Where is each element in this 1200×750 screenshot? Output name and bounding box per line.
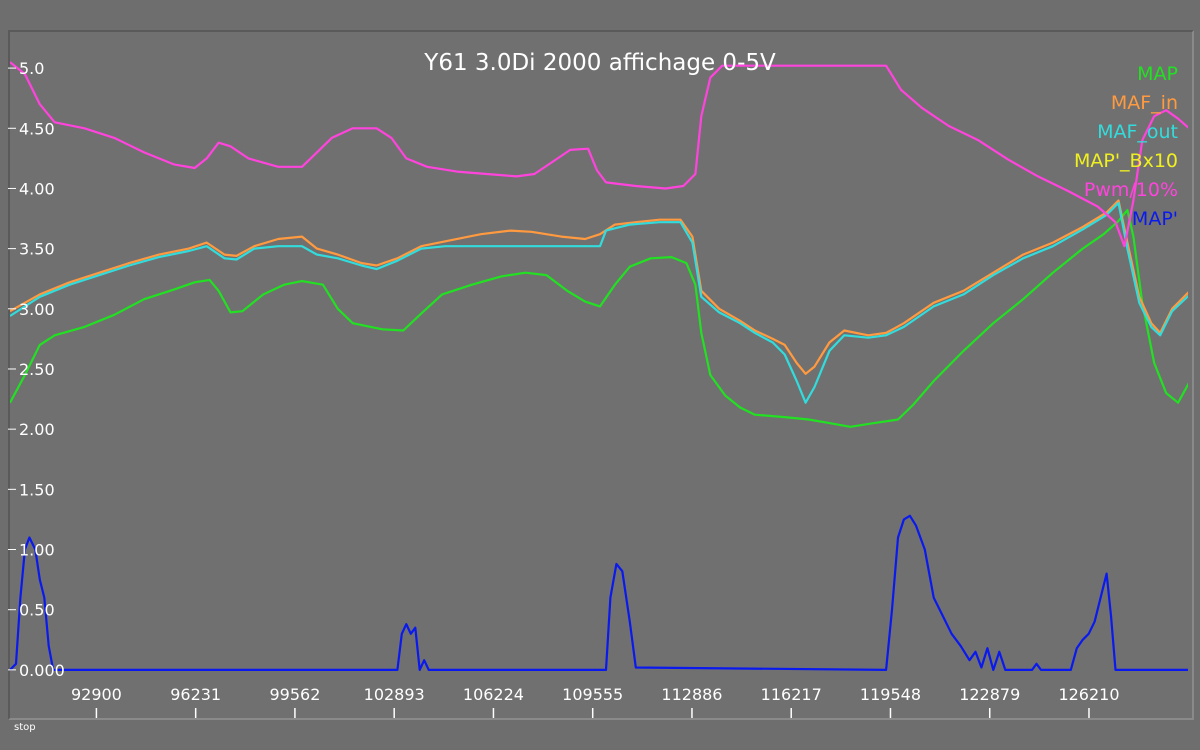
- x-tick-label: 92900: [71, 685, 122, 704]
- x-axis: 92900 96231 99562 102893 106224 109555 112886 1…: [71, 685, 1120, 718]
- y-tick-label: 2.00: [19, 420, 55, 439]
- plot-frame: [8, 30, 1194, 720]
- y-tick-label: 3.50: [19, 240, 55, 259]
- series-line-2: [10, 201, 1188, 404]
- legend-entry: MAF_in: [1111, 92, 1178, 114]
- legend-entry: MAP'_Bx10: [1074, 150, 1178, 172]
- x-tick-label: 116217: [761, 685, 822, 704]
- x-tick-label: 119548: [860, 685, 921, 704]
- series-line-5: [10, 514, 1188, 671]
- y-tick-label: 3.00: [19, 300, 55, 319]
- y-tick-label: 1.50: [19, 480, 55, 499]
- chart-title: Y61 3.0Di 2000 affichage 0-5V: [423, 50, 776, 76]
- x-tick-label: 106224: [463, 685, 524, 704]
- x-tick-label: 99562: [269, 685, 320, 704]
- status-text: stop: [14, 722, 36, 733]
- legend-entry: MAP': [1132, 208, 1178, 230]
- x-tick-label: 102893: [364, 685, 425, 704]
- series-line-1: [10, 199, 1188, 375]
- y-tick-label: 1.00: [19, 541, 55, 560]
- series-line-0: [10, 209, 1188, 428]
- y-tick-label: 0.000: [19, 661, 65, 680]
- y-axis: 0.000 0.50 1.00 1.50 2.00 2.50 3.00 3.50 4.00 4.5…: [8, 59, 65, 680]
- y-tick-label: 5.0: [19, 59, 44, 78]
- y-tick-label: 0.50: [19, 601, 55, 620]
- x-tick-label: 112886: [661, 685, 722, 704]
- legend-entry: Pwm/10%: [1084, 179, 1178, 201]
- legend-entry: MAP: [1137, 63, 1178, 85]
- series-line-4: [10, 61, 1188, 248]
- x-tick-label: 109555: [562, 685, 623, 704]
- x-tick-label: 96231: [170, 685, 221, 704]
- legend-entry: MAF_out: [1097, 121, 1178, 143]
- series-layer: [10, 61, 1188, 671]
- x-tick-label: 122879: [959, 685, 1020, 704]
- y-tick-label: 4.00: [19, 179, 55, 198]
- x-tick-label: 126210: [1058, 685, 1119, 704]
- y-tick-label: 2.50: [19, 360, 55, 379]
- y-tick-label: 4.50: [19, 119, 55, 138]
- legend: MAP MAF_in MAF_out MAP'_Bx10 Pwm/10% MAP': [1074, 63, 1178, 230]
